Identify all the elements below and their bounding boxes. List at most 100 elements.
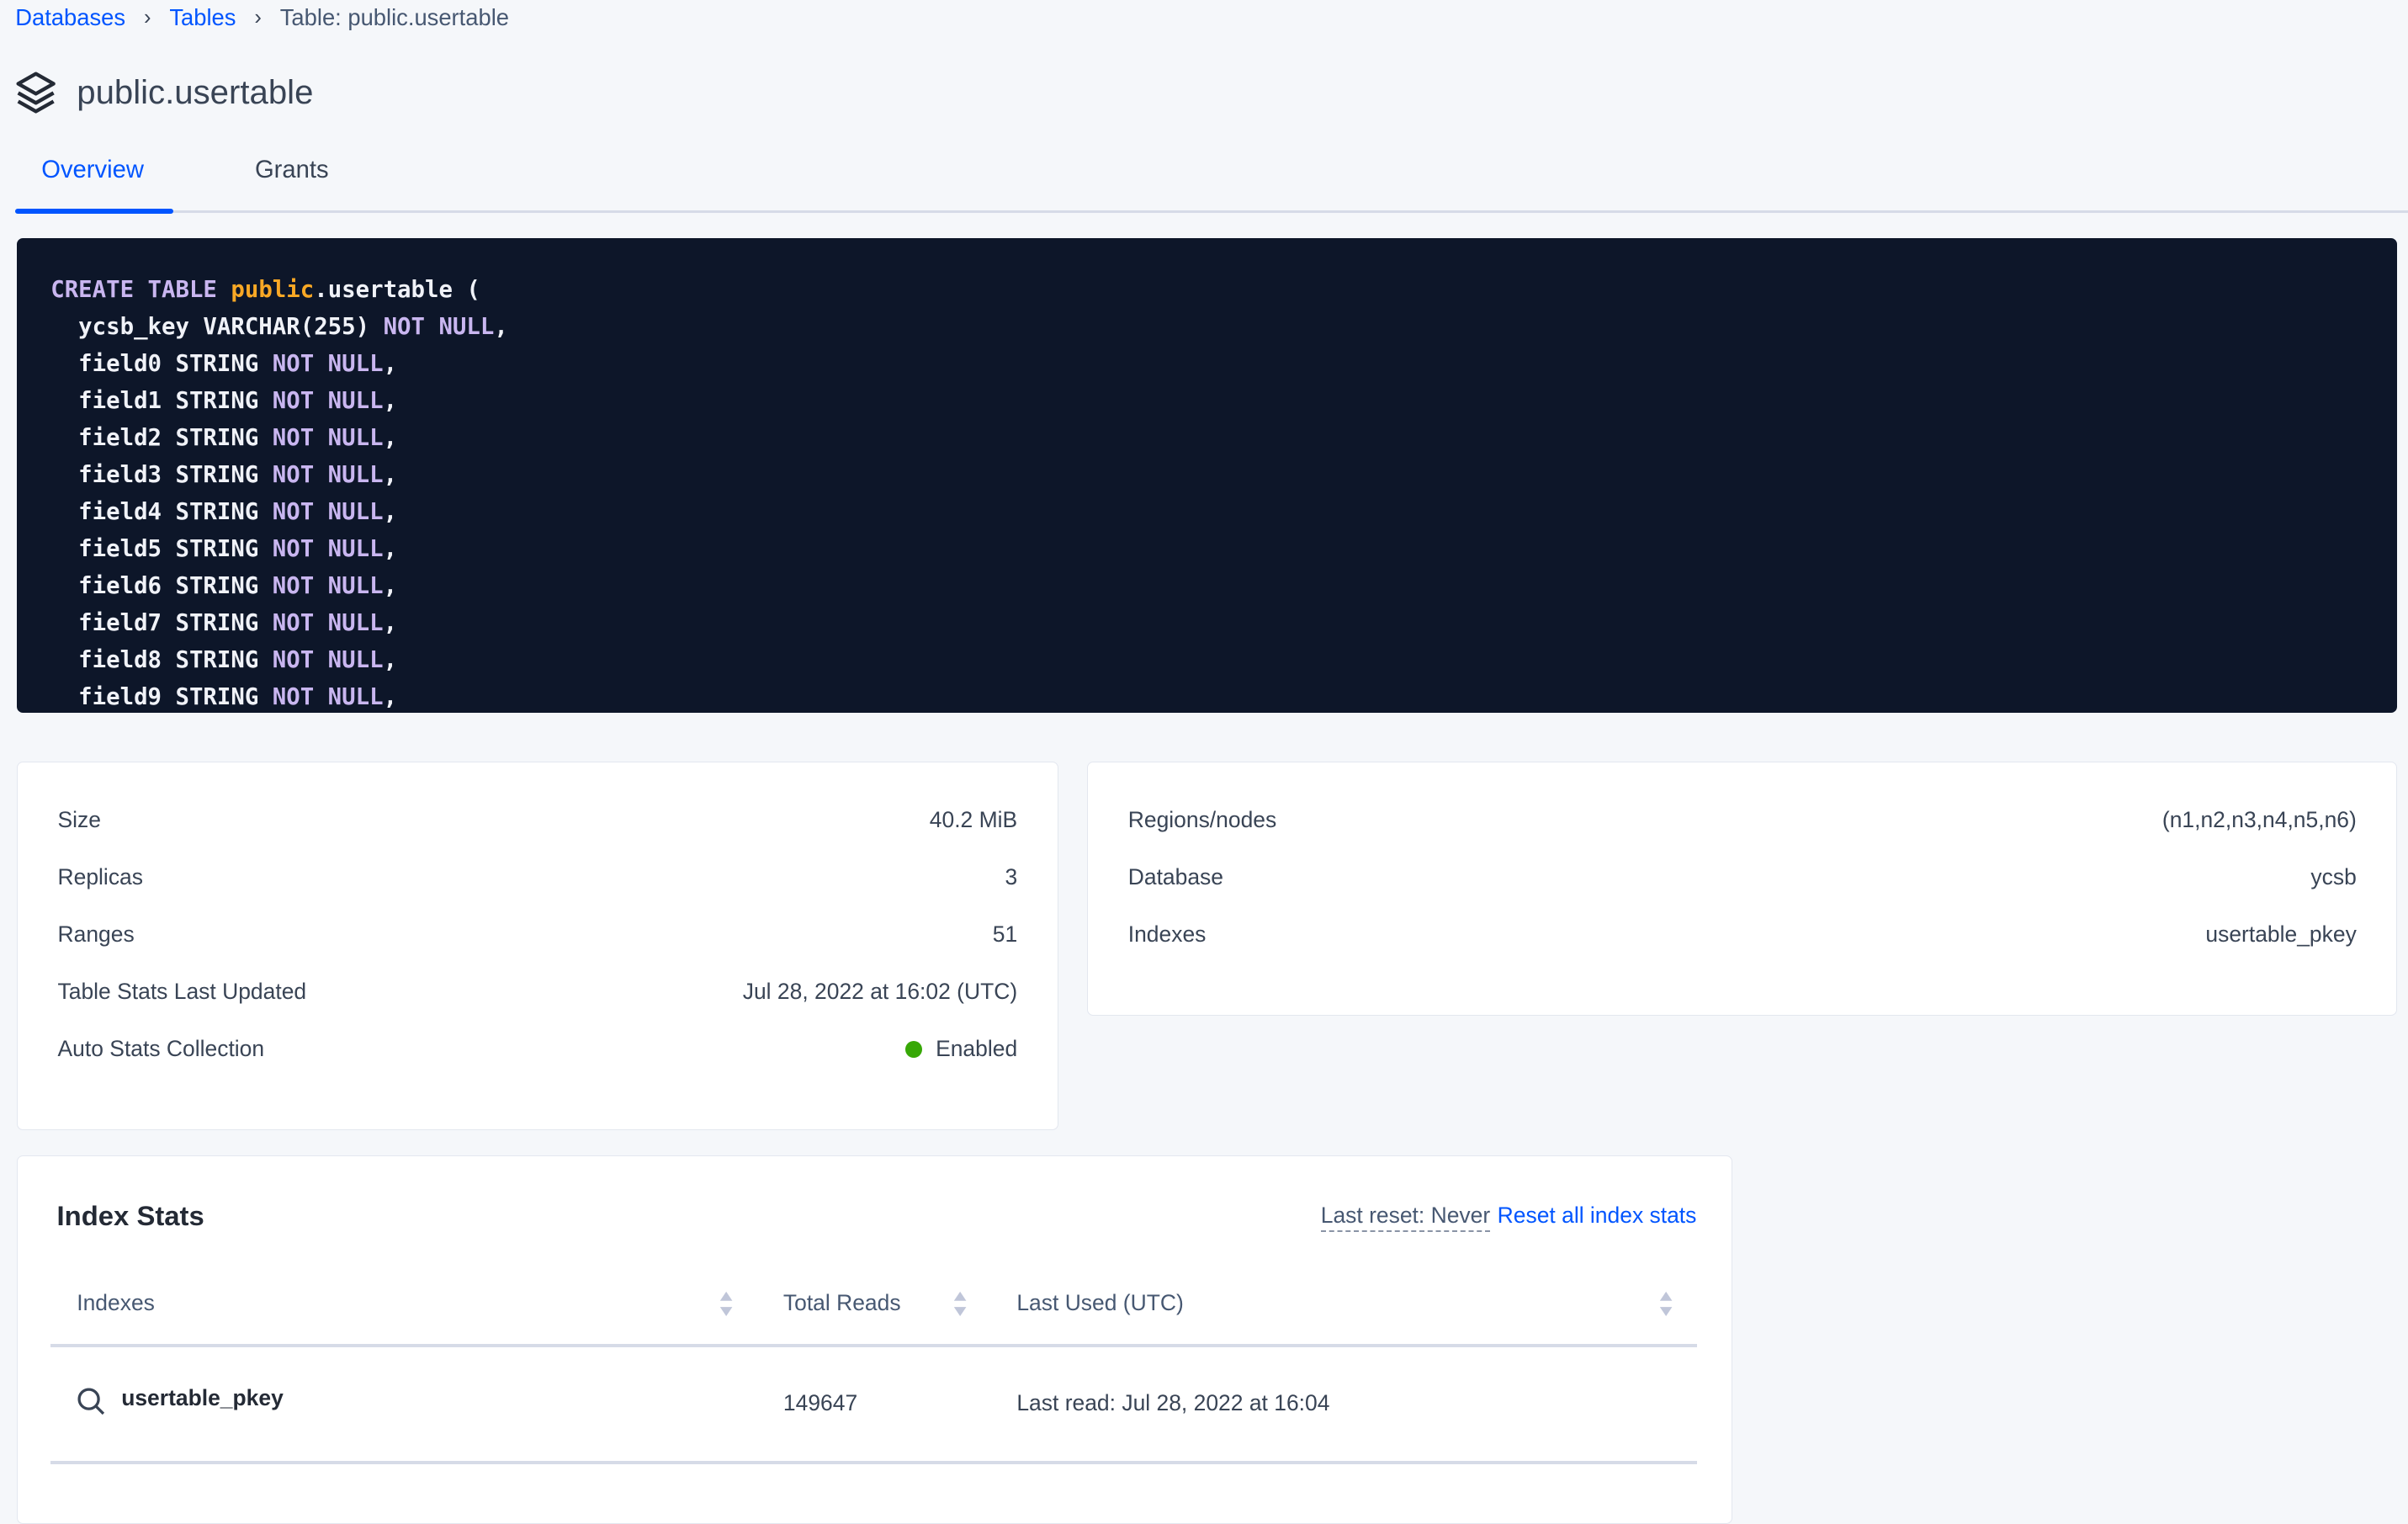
code-line: field1 STRING NOT NULL,: [50, 383, 2397, 420]
summary-label: Indexes: [1127, 921, 1207, 948]
summary-row: Size 40.2 MiB: [58, 807, 1018, 833]
code-line: field3 STRING NOT NULL,: [50, 457, 2397, 494]
summary-row: Database ycsb: [1128, 864, 2357, 890]
page-header: public.usertable: [15, 71, 313, 114]
last-reset-label: Last reset: Never: [1320, 1203, 1491, 1233]
sql-text: field0 STRING: [50, 351, 273, 378]
total-reads-value: 149647: [782, 1389, 858, 1415]
summary-label: Auto Stats Collection: [57, 1035, 265, 1061]
summary-value: Jul 28, 2022 at 16:02 (UTC): [742, 978, 1018, 1004]
summary-row: Replicas 3: [58, 864, 1018, 890]
code-line: field2 STRING NOT NULL,: [50, 420, 2397, 457]
code-line: field8 STRING NOT NULL,: [50, 642, 2397, 679]
code-line: field0 STRING NOT NULL,: [50, 346, 2397, 383]
code-line: ycsb_key VARCHAR(255) NOT NULL,: [50, 309, 2397, 346]
sort-icon[interactable]: [719, 1290, 734, 1318]
sql-keyword: NOT NULL: [272, 646, 384, 673]
summary-value: 40.2 MiB: [929, 807, 1018, 833]
sql-text: field6 STRING: [50, 572, 273, 599]
chevron-right-icon: ›: [254, 5, 262, 29]
sql-text: ,: [383, 609, 398, 636]
sql-text: ,: [383, 461, 398, 488]
sql-text: ,: [383, 572, 398, 599]
sql-keyword: NOT NULL: [272, 461, 384, 488]
sql-keyword: CREATE TABLE: [50, 277, 231, 304]
summary-label: Regions/nodes: [1127, 807, 1277, 833]
reset-index-stats-link[interactable]: Reset all index stats: [1497, 1203, 1697, 1229]
sql-text: .usertable (: [314, 277, 480, 304]
table-summary-card: Size 40.2 MiB Replicas 3 Ranges 51 Table Stats…: [17, 762, 1058, 1131]
page-title: public.usertable: [77, 72, 314, 111]
sql-keyword: NOT NULL: [272, 609, 384, 636]
create-statement-code-block: CREATE TABLE public.usertable ( ycsb_key…: [17, 237, 2398, 713]
sql-text: field8 STRING: [50, 646, 273, 673]
summary-row: Ranges 51: [58, 921, 1018, 948]
sql-text: field5 STRING: [50, 535, 273, 562]
sql-text: ycsb_key VARCHAR(255): [50, 314, 384, 341]
index-name-link[interactable]: usertable_pkey: [121, 1385, 284, 1411]
breadcrumb: Databases › Tables › Table: public.usert…: [15, 4, 509, 31]
sql-keyword: NOT NULL: [272, 535, 384, 562]
index-stats-title: Index Stats: [56, 1199, 204, 1231]
sql-text: field3 STRING: [50, 461, 273, 488]
summary-row: Table Stats Last Updated Jul 28, 2022 at …: [58, 979, 1018, 1005]
sql-keyword: NOT NULL: [272, 683, 384, 710]
sql-text: field4 STRING: [50, 498, 273, 525]
column-header-last-used[interactable]: Last Used (UTC): [1016, 1290, 1184, 1316]
column-header-total-reads[interactable]: Total Reads: [782, 1290, 901, 1316]
sort-icon[interactable]: [1658, 1290, 1673, 1318]
summary-value: usertable_pkey: [2205, 921, 2357, 948]
code-line: field9 STRING NOT NULL,: [50, 679, 2397, 713]
code-line: CREATE TABLE public.usertable (: [50, 272, 2397, 309]
sql-text: field7 STRING: [50, 609, 273, 636]
sql-text: ,: [383, 498, 398, 525]
summary-row: Regions/nodes (n1,n2,n3,n4,n5,n6): [1128, 807, 2357, 833]
sql-text: ,: [494, 314, 508, 341]
summary-value: 3: [1005, 864, 1018, 890]
sql-text: field2 STRING: [50, 425, 273, 451]
sql-text: ,: [383, 425, 398, 451]
summary-row: Indexes usertable_pkey: [1128, 921, 2357, 948]
divider: [50, 1344, 1697, 1347]
breadcrumb-databases[interactable]: Databases: [15, 4, 126, 31]
summary-value: (n1,n2,n3,n4,n5,n6): [2161, 807, 2357, 833]
column-header-indexes[interactable]: Indexes: [77, 1290, 155, 1316]
summary-label: Replicas: [57, 864, 143, 890]
status-dot-icon: [904, 1040, 922, 1058]
code-line: field7 STRING NOT NULL,: [50, 605, 2397, 642]
sql-text: ,: [383, 646, 398, 673]
tab-grants[interactable]: Grants: [254, 157, 329, 184]
sql-keyword: NOT NULL: [272, 498, 384, 525]
sql-text: ,: [383, 683, 398, 710]
sql-schema: public: [231, 277, 315, 304]
tab-bar: Overview Grants: [15, 154, 2408, 214]
sql-keyword: NOT NULL: [272, 388, 384, 415]
breadcrumb-current: Table: public.usertable: [279, 4, 509, 31]
summary-label: Database: [1127, 864, 1223, 890]
summary-label: Table Stats Last Updated: [57, 978, 307, 1004]
tab-overview[interactable]: Overview: [41, 157, 144, 184]
summary-label: Ranges: [57, 921, 135, 948]
search-icon: [77, 1388, 105, 1415]
breadcrumb-tables[interactable]: Tables: [169, 4, 236, 31]
summary-value: 51: [992, 921, 1018, 948]
summary-row: Auto Stats Collection Enabled: [58, 1036, 1018, 1062]
summary-value: ycsb: [2310, 864, 2357, 890]
stack-layers-icon: [16, 72, 56, 114]
active-tab-indicator: [15, 209, 174, 214]
summary-label: Size: [57, 807, 101, 833]
sql-text: field9 STRING: [50, 683, 273, 710]
table-location-card: Regions/nodes (n1,n2,n3,n4,n5,n6) Database…: [1087, 762, 2398, 1016]
summary-value: Enabled: [936, 1035, 1018, 1061]
sql-text: ,: [383, 351, 398, 378]
code-line: field4 STRING NOT NULL,: [50, 494, 2397, 531]
sql-text: ,: [383, 388, 398, 415]
sql-keyword: NOT NULL: [383, 314, 495, 341]
sql-text: field1 STRING: [50, 388, 273, 415]
chevron-right-icon: ›: [143, 5, 151, 29]
sql-keyword: NOT NULL: [272, 351, 384, 378]
sql-keyword: NOT NULL: [272, 572, 384, 599]
code-line: field5 STRING NOT NULL,: [50, 531, 2397, 568]
sql-code: CREATE TABLE public.usertable ( ycsb_key…: [50, 272, 2397, 713]
sort-icon[interactable]: [952, 1290, 968, 1318]
